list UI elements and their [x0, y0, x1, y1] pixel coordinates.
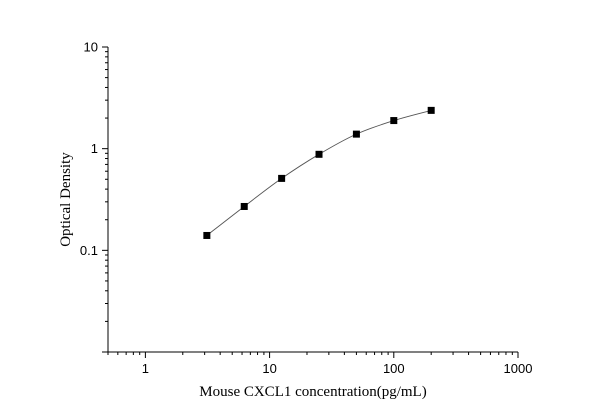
- data-point: [315, 150, 323, 158]
- y-tick-label: 1: [91, 141, 98, 156]
- data-point: [278, 174, 286, 182]
- tick-labels-layer: 1 10 100 1000 0.1 1 10: [80, 40, 533, 377]
- y-axis-title: Optical Density: [58, 152, 74, 247]
- data-point: [390, 117, 398, 125]
- series-line: [206, 109, 432, 236]
- axes-layer: [107, 47, 518, 353]
- x-tick-label: 1: [142, 361, 149, 376]
- x-axis-title: Mouse CXCL1 concentration(pg/mL): [199, 384, 426, 400]
- x-tick-label: 1000: [504, 361, 533, 376]
- x-tick-label: 100: [383, 361, 405, 376]
- data-point: [203, 231, 211, 239]
- x-tick-label: 10: [262, 361, 276, 376]
- points-layer: [203, 106, 435, 239]
- data-point: [240, 202, 248, 210]
- y-tick-label: 10: [84, 40, 98, 55]
- ticks-layer: [102, 46, 519, 358]
- data-point: [352, 130, 360, 138]
- y-tick-label: 0.1: [80, 243, 98, 258]
- data-point: [427, 106, 435, 114]
